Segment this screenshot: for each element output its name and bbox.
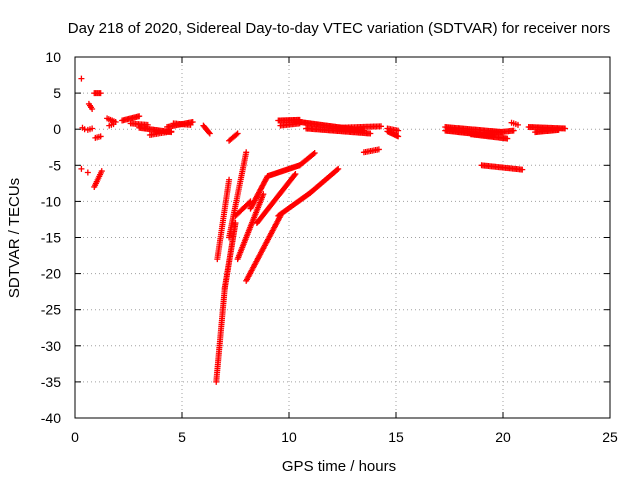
y-tick-label: 0 bbox=[53, 121, 61, 137]
data-point bbox=[81, 126, 88, 133]
data-point bbox=[395, 127, 402, 134]
x-tick-label: 25 bbox=[602, 429, 618, 445]
y-axis-label: SDTVAR / TECUs bbox=[6, 178, 23, 298]
data-point bbox=[311, 150, 318, 157]
data-point bbox=[78, 165, 85, 172]
data-point bbox=[187, 121, 194, 128]
x-tick-label: 15 bbox=[388, 429, 404, 445]
data-point bbox=[98, 168, 105, 175]
y-tick-label: 5 bbox=[53, 85, 61, 101]
data-point bbox=[89, 125, 96, 132]
data-point bbox=[562, 125, 569, 132]
data-point bbox=[310, 150, 317, 157]
x-tick-label: 0 bbox=[71, 429, 79, 445]
data-point bbox=[243, 149, 250, 156]
data-point bbox=[514, 121, 521, 128]
data-point bbox=[395, 133, 402, 140]
data-point bbox=[246, 199, 253, 206]
data-point bbox=[375, 146, 382, 153]
data-point bbox=[97, 90, 104, 97]
data-point bbox=[226, 176, 233, 183]
data-point bbox=[97, 133, 104, 140]
data-point bbox=[378, 123, 385, 130]
data-point bbox=[233, 131, 240, 138]
data-point bbox=[136, 113, 143, 120]
data-point bbox=[367, 130, 374, 137]
data-point bbox=[334, 166, 341, 173]
y-tick-label: -15 bbox=[41, 230, 61, 246]
data-point bbox=[292, 170, 299, 177]
y-tick-label: -30 bbox=[41, 338, 61, 354]
data-point bbox=[232, 220, 239, 227]
data-point bbox=[110, 121, 117, 128]
y-tick-label: -25 bbox=[41, 302, 61, 318]
data-point bbox=[168, 128, 175, 135]
data-points bbox=[78, 75, 569, 385]
y-tick-label: -40 bbox=[41, 410, 61, 426]
data-point bbox=[205, 129, 212, 136]
grid-lines bbox=[75, 57, 610, 418]
axis-ticks: 0 5 10 15 20 25 10 5 0 -5 -10 -15 -20 -25 -30 -35 -40 bbox=[41, 49, 618, 445]
data-point bbox=[89, 105, 96, 112]
chart-title: Day 218 of 2020, Sidereal Day-to-day VTE… bbox=[68, 20, 610, 37]
x-tick-label: 20 bbox=[495, 429, 511, 445]
data-point bbox=[519, 166, 526, 173]
data-point bbox=[206, 130, 213, 137]
x-tick-label: 5 bbox=[178, 429, 186, 445]
data-point bbox=[510, 127, 517, 134]
y-tick-label: -20 bbox=[41, 266, 61, 282]
y-tick-label: -5 bbox=[49, 157, 62, 173]
data-point bbox=[84, 169, 91, 176]
data-point bbox=[291, 172, 298, 179]
data-point bbox=[335, 165, 342, 172]
data-point bbox=[78, 75, 85, 82]
data-point bbox=[555, 126, 562, 133]
y-tick-label: -10 bbox=[41, 193, 61, 209]
data-point bbox=[234, 130, 241, 137]
x-tick-label: 10 bbox=[281, 429, 297, 445]
data-point bbox=[504, 135, 511, 142]
y-tick-label: -35 bbox=[41, 374, 61, 390]
y-tick-label: 10 bbox=[45, 49, 61, 65]
x-axis-label: GPS time / hours bbox=[282, 458, 396, 475]
